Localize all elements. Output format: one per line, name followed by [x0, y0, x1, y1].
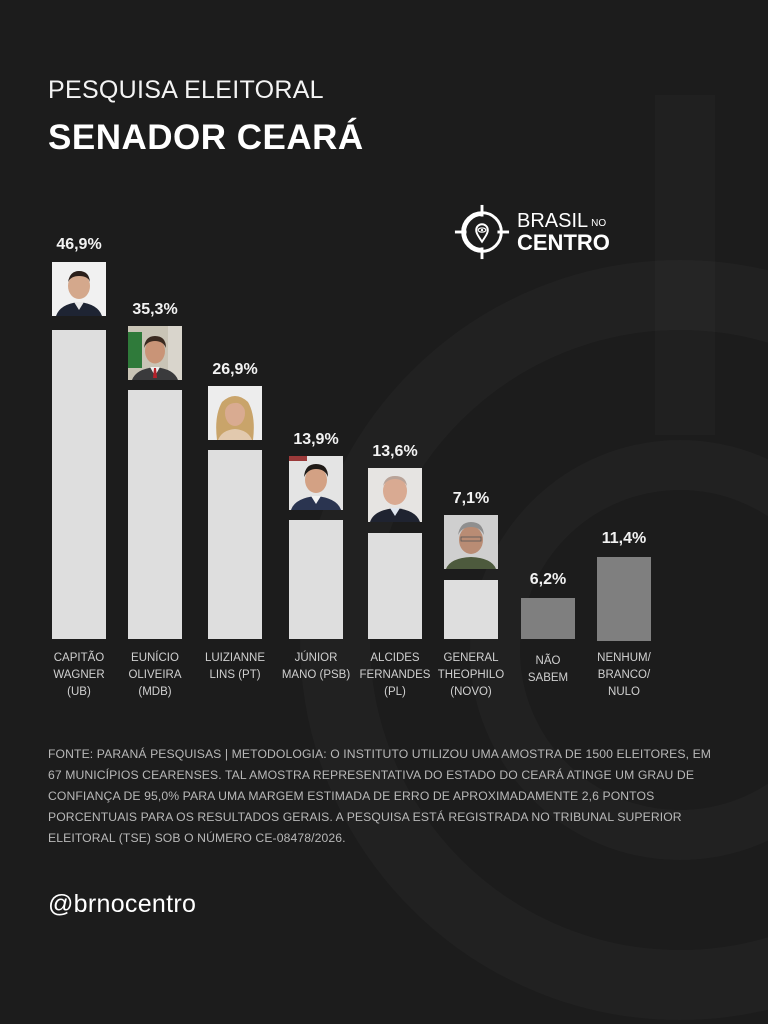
social-handle: @brnocentro: [48, 890, 197, 918]
bar-group-general-theophilo: 7,1% GENERAL THEOPHILO (NOVO): [438, 0, 504, 720]
bar-label: NENHUM/ BRANCO/ NULO: [597, 652, 651, 698]
bar-group-nenhum-branco-nulo: 11,4% NENHUM/ BRANCO/ NULO: [597, 0, 651, 720]
bar: [289, 520, 343, 639]
candidate-photo: [128, 326, 182, 380]
crosshair-location-eye-icon: [454, 204, 510, 260]
bar-group-alcides-fernandes: 13,6% ALCIDES FERNANDES (PL): [360, 0, 431, 720]
bar-group-junior-mano: 13,9% JÚNIOR MANO (PSB): [282, 0, 350, 720]
logo-text-centro: CENTRO: [517, 229, 610, 255]
logo-text-no: NO: [591, 217, 607, 229]
bar-label: NÃO SABEM: [527, 655, 569, 684]
bar: [52, 330, 106, 639]
logo-text-brasil: BRASIL: [517, 209, 589, 232]
bar-value: 26,9%: [212, 361, 258, 378]
bar: [208, 450, 262, 639]
bar-value: 46,9%: [56, 236, 102, 253]
bar-value: 7,1%: [452, 490, 490, 507]
bar-value: 13,6%: [372, 443, 418, 460]
bar-label: GENERAL THEOPHILO (NOVO): [437, 652, 505, 698]
bar-label: JÚNIOR MANO (PSB): [281, 652, 351, 681]
bar-label: LUIZIANNE LINS (PT): [204, 652, 266, 681]
page-subtitle: PESQUISA ELEITORAL: [48, 76, 324, 104]
page-title: SENADOR CEARÁ: [48, 118, 364, 157]
bar: [444, 580, 498, 639]
brand-logo: BRASIL NO CENTRO: [453, 203, 610, 261]
bar-value: 13,9%: [293, 431, 339, 448]
candidate-photo: [208, 386, 262, 440]
bar-label: EUNÍCIO OLIVEIRA (MDB): [128, 652, 182, 698]
candidate-photo: [289, 456, 343, 510]
candidate-photo: [368, 468, 422, 522]
bar: [128, 390, 182, 639]
bar-label: CAPITÃO WAGNER (UB): [53, 652, 105, 698]
methodology-footnote: FONTE: PARANÁ PESQUISAS | METODOLOGIA: O…: [48, 747, 712, 845]
bar-group-capitao-wagner: 46,9% CAPITÃO WAGNER (UB): [52, 0, 106, 720]
bar: [368, 533, 422, 639]
bar-chart: 46,9% CAPITÃO WAGNER (UB) 35,3% EUNÍCIO …: [52, 0, 651, 720]
bar-group-luizianne-lins: 26,9% LUIZIANNE LINS (PT): [205, 0, 265, 720]
bar-group-nao-sabem: 6,2% NÃO SABEM: [521, 0, 575, 720]
bar: [521, 598, 575, 639]
candidate-photo: [52, 262, 106, 316]
bar-value: 6,2%: [529, 571, 567, 588]
bar-value: 35,3%: [132, 301, 178, 318]
bar-label: ALCIDES FERNANDES (PL): [359, 652, 431, 698]
candidate-photo: [444, 515, 498, 569]
bar-value: 11,4%: [601, 530, 647, 547]
bar-group-eunicio-oliveira: 35,3% EUNÍCIO OLIVEIRA (MDB): [128, 0, 182, 720]
bar: [597, 557, 651, 641]
